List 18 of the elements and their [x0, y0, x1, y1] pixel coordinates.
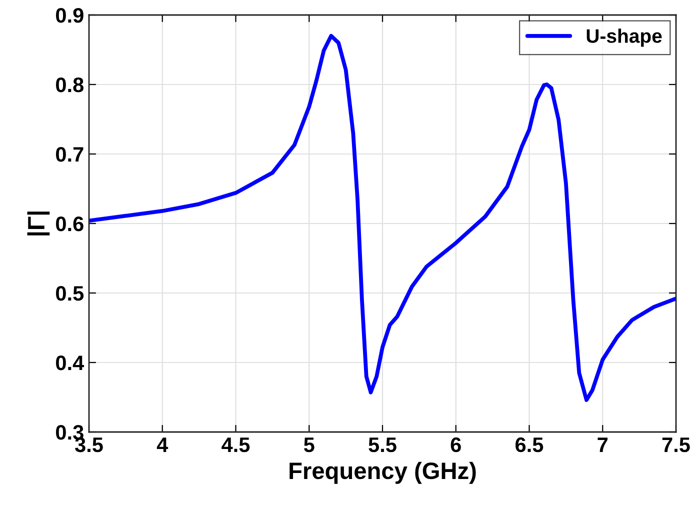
- legend-label: U-shape: [586, 28, 662, 47]
- y-tick-label: 0.8: [56, 78, 84, 92]
- y-tick-label: 0.4: [56, 356, 84, 370]
- y-tick-label: 0.3: [56, 425, 84, 440]
- x-tick-label: 6: [450, 437, 461, 452]
- x-tick-label: 7: [598, 438, 608, 452]
- x-tick-label: 7.5: [662, 438, 690, 452]
- x-tick-label: 6.5: [516, 437, 544, 452]
- x-axis-title: Frequency (GHz): [290, 462, 476, 484]
- y-tick-label: 0.6: [56, 216, 84, 232]
- x-tick-label: 4: [156, 438, 168, 452]
- x-tick-label: 4.5: [222, 438, 250, 452]
- x-tick-label: 5: [304, 438, 314, 452]
- y-tick-label: 0.9: [56, 8, 84, 23]
- y-axis-title: |Γ|: [27, 212, 50, 236]
- y-tick-label: 0.7: [56, 147, 84, 162]
- x-tick-label: 5.5: [368, 438, 396, 452]
- y-tick-label: 0.5: [56, 286, 84, 301]
